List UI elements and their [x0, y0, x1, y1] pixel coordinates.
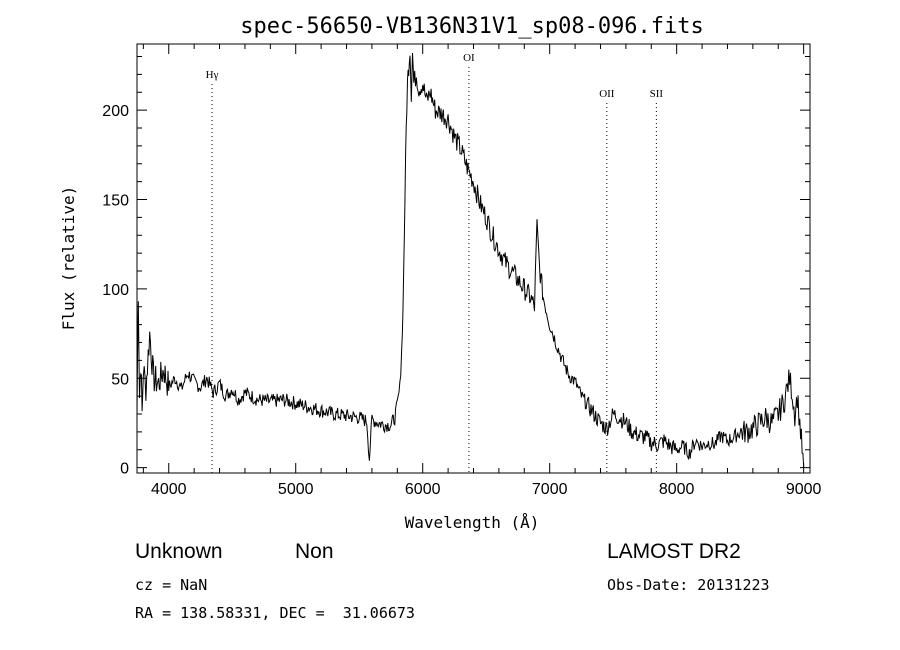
x-tick-label: 7000 [532, 481, 568, 498]
annotation-label: OI [463, 52, 475, 64]
y-tick-label: 0 [120, 461, 129, 478]
x-tick-label: 6000 [405, 481, 441, 498]
y-tick-label: 100 [102, 282, 129, 299]
tick-labels: 4000 5000 6000 7000 8000 9000 0 50 100 150 200 [102, 103, 821, 498]
y-tick-label: 200 [102, 103, 129, 120]
x-tick-label: 9000 [786, 481, 822, 498]
survey-name: LAMOST DR2 [607, 540, 741, 563]
obs-date: Obs-Date: 20131223 [607, 576, 770, 594]
coordinates: RA = 138.58331, DEC = 31.06673 [135, 604, 415, 622]
y-axis-label: Flux (relative) [59, 186, 78, 331]
plot-frame [136, 43, 811, 474]
y-tick-label: 150 [102, 193, 129, 210]
annotation-label: OII [599, 88, 615, 100]
x-tick-label: 5000 [278, 481, 314, 498]
chart-title: spec-56650-VB136N31V1_sp08-096.fits [240, 14, 704, 39]
spectrum-line [136, 52, 805, 468]
x-axis-label: Wavelength (Å) [405, 513, 540, 532]
x-tick-label: 4000 [151, 481, 187, 498]
annotation-label: Hγ [206, 69, 219, 81]
cz-value: cz = NaN [135, 576, 208, 594]
line-annotations: Hγ OI OII SII [206, 52, 664, 473]
class-label: Unknown [135, 540, 223, 563]
annotation-label: SII [650, 88, 664, 100]
x-tick-label: 8000 [659, 481, 695, 498]
y-tick-label: 50 [111, 371, 129, 388]
axis-ticks [137, 44, 810, 473]
subclass-label: Non [295, 540, 334, 563]
